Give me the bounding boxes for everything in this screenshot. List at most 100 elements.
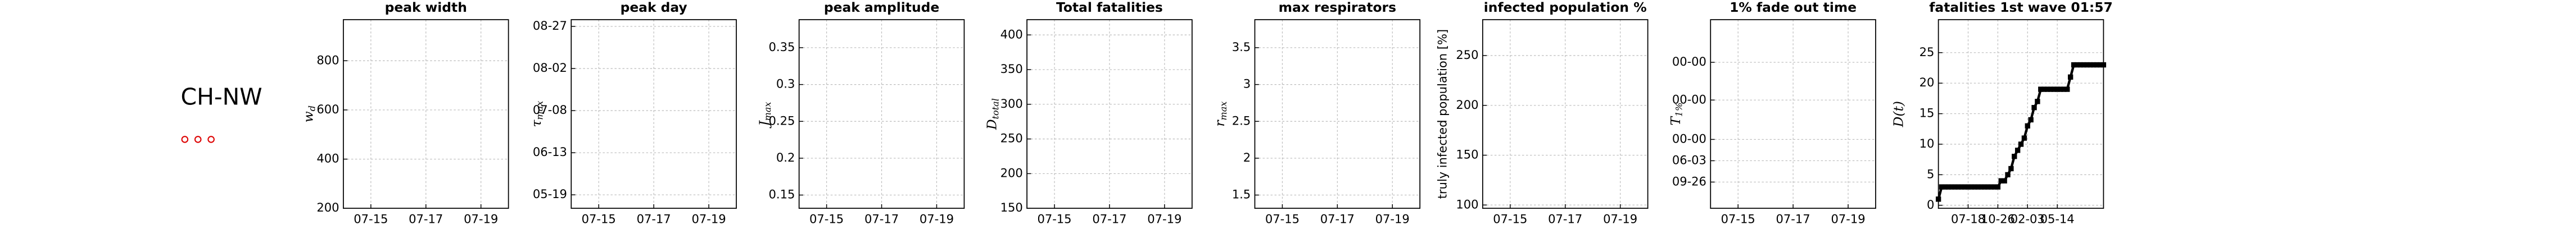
chart-title: infected population % <box>1484 0 1647 15</box>
data-point <box>2081 62 2086 68</box>
x-tick-label: 07-19 <box>1603 212 1637 226</box>
plot-frame <box>798 19 965 209</box>
y-tick-label: 250 <box>1000 131 1023 145</box>
y-axis-label: rmax <box>1212 102 1229 127</box>
plot-frame <box>1937 19 2104 209</box>
y-axis-label-sub: max <box>1217 102 1228 121</box>
y-tick-label: 09-26 <box>1672 174 1706 188</box>
marker-icon <box>207 136 215 143</box>
y-tick-label: 0.2 <box>776 150 795 164</box>
x-tick-label: 07-17 <box>1320 212 1355 226</box>
y-axis-label-main: r <box>1212 120 1228 127</box>
y-tick-label: 150 <box>1000 200 1023 214</box>
data-point <box>2091 62 2097 68</box>
data-point <box>2097 62 2103 68</box>
y-tick-label: 10 <box>1919 136 1935 150</box>
data-point <box>2012 154 2017 159</box>
y-tick-label: 100 <box>1456 197 1478 211</box>
x-tick-label: 07-15 <box>1037 212 1071 226</box>
data-point <box>1975 184 1981 190</box>
y-axis-label-main: truly infected population [%] <box>1436 29 1450 199</box>
x-tick-label: 07-19 <box>1147 212 1181 226</box>
data-point <box>2061 86 2067 92</box>
y-axis-label-sub: total <box>990 98 1000 119</box>
marker-icon <box>194 136 202 143</box>
x-tick-label: 02-03 <box>2011 212 2045 226</box>
data-point <box>2008 166 2014 172</box>
x-tick-label: 05-14 <box>2040 212 2075 226</box>
y-axis-label: wd <box>300 105 317 122</box>
y-tick-label: 3 <box>1243 77 1251 91</box>
data-point <box>2028 117 2034 123</box>
data-point <box>2018 141 2024 147</box>
y-tick-label: 3.5 <box>1232 40 1251 54</box>
y-axis-label-main: τ <box>528 120 544 127</box>
y-tick-label: 800 <box>316 53 339 67</box>
y-tick-label: 05-19 <box>533 187 567 201</box>
data-point <box>2025 123 2030 129</box>
y-tick-label: 08-02 <box>533 61 567 75</box>
y-axis-label: D(t) <box>1890 101 1906 127</box>
data-point <box>2002 178 2007 183</box>
y-tick-label: 20 <box>1919 75 1935 89</box>
x-tick-label: 07-15 <box>809 212 844 226</box>
data-point <box>2044 86 2050 92</box>
y-tick-label: 08-27 <box>533 19 567 33</box>
data-point <box>1998 178 2004 183</box>
y-tick-label: 06-13 <box>533 145 567 159</box>
data-point <box>1985 184 1991 190</box>
y-tick-label: 400 <box>316 152 339 166</box>
x-tick-label: 07-19 <box>691 212 726 226</box>
data-point <box>1942 184 1948 190</box>
y-tick-label: 00-00 <box>1672 131 1706 145</box>
data-point <box>2074 62 2080 68</box>
data-point <box>1988 184 1994 190</box>
y-axis-label: T1% <box>1667 103 1684 126</box>
y-tick-label: 0 <box>1927 198 1934 212</box>
x-tick-label: 07-17 <box>864 212 899 226</box>
data-point <box>1935 196 1941 202</box>
y-tick-label: 200 <box>316 200 339 214</box>
y-tick-label: 07-08 <box>533 103 567 117</box>
x-tick-label: 07-15 <box>1265 212 1300 226</box>
y-tick-label: 0.15 <box>769 187 795 201</box>
data-point <box>2100 62 2107 68</box>
data-point <box>2035 99 2040 104</box>
y-axis-label-main: T <box>1667 116 1683 126</box>
data-point <box>1959 184 1964 190</box>
data-point <box>1982 184 1988 190</box>
plot-frame <box>1710 19 1876 209</box>
data-point <box>1945 184 1951 190</box>
data-point <box>2088 62 2093 68</box>
data-point <box>2054 86 2060 92</box>
chart-title: peak day <box>621 0 687 15</box>
y-axis-label-sub: 1% <box>1673 103 1684 117</box>
data-point <box>1949 184 1954 190</box>
plot-frame <box>1026 19 1193 209</box>
data-point <box>2048 86 2054 92</box>
data-point <box>2051 86 2057 92</box>
y-tick-label: 2 <box>1243 150 1251 164</box>
data-point <box>1991 184 1998 190</box>
data-point <box>1965 184 1971 190</box>
chart-title: 1% fade out time <box>1730 0 1857 15</box>
data-point <box>2067 74 2074 80</box>
x-tick-label: 07-17 <box>1092 212 1126 226</box>
data-point <box>2065 86 2070 92</box>
y-axis-label: Jmax <box>756 102 773 129</box>
x-tick-label: 07-15 <box>354 212 388 226</box>
data-point <box>2021 135 2027 141</box>
x-tick-label: 07-15 <box>582 212 616 226</box>
x-tick-label: 07-17 <box>637 212 671 226</box>
data-point <box>2071 62 2077 68</box>
data-point <box>1972 184 1977 190</box>
data-point <box>1939 184 1945 190</box>
x-tick-label: 07-15 <box>1721 212 1755 226</box>
data-point <box>2058 86 2063 92</box>
y-tick-label: 0.35 <box>769 40 795 54</box>
y-tick-label: 150 <box>1456 148 1478 162</box>
data-point <box>2084 62 2090 68</box>
y-tick-label: 00-00 <box>1672 92 1706 106</box>
data-point <box>1968 184 1975 190</box>
